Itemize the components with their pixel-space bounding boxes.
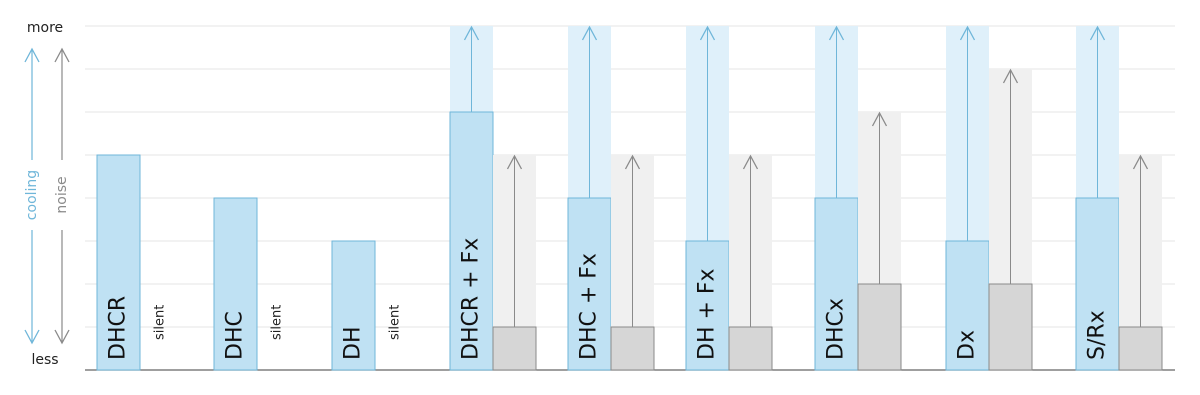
arrow-head [1089, 25, 1106, 41]
axis-label-bg [54, 160, 70, 230]
axis-label: noise [54, 176, 70, 213]
axis-arrow-head [54, 329, 70, 345]
y-tick-label: more [27, 20, 63, 36]
noise-bar [857, 283, 902, 371]
arrow-head [742, 154, 759, 170]
axis-arrow-head [24, 329, 40, 345]
arrow-head [871, 111, 888, 127]
category-label: DH [341, 327, 366, 360]
axis-arrow-head [54, 47, 70, 63]
noise-label: silent [388, 305, 403, 340]
arrow-head [506, 154, 523, 170]
category-label: S/Rx [1085, 310, 1110, 360]
cooling-bar [331, 240, 376, 371]
noise-bar [492, 326, 537, 371]
category-label: DH + Fx [695, 268, 720, 360]
category-label: DHC [223, 311, 248, 360]
noise-bar [988, 283, 1033, 371]
category-label: DHCx [824, 298, 849, 360]
noise-bar [1118, 326, 1163, 371]
cooling-bar [96, 154, 141, 371]
noise-label: silent [270, 305, 285, 340]
cooling-bar [945, 240, 990, 371]
cooling-bar [685, 240, 730, 371]
arrow-head [463, 25, 480, 41]
arrow-head [699, 25, 716, 41]
axis-arrow-head [24, 47, 40, 63]
category-label: Dx [955, 330, 980, 360]
cooling-bar [567, 197, 612, 371]
category-label: DHC + Fx [577, 253, 602, 360]
cooling-bar [1075, 197, 1120, 371]
arrow-head [828, 25, 845, 41]
cooling-bar [814, 197, 859, 371]
arrow-head [1132, 154, 1149, 170]
cooling-bar [449, 111, 494, 371]
arrow-head [581, 25, 598, 41]
arrow-head [624, 154, 641, 170]
category-label: DHCR + Fx [459, 238, 484, 360]
axis-label: cooling [24, 170, 40, 220]
category-label: DHCR [106, 296, 131, 360]
noise-label: silent [153, 305, 168, 340]
y-tick-label: less [31, 352, 58, 368]
arrow-head [1002, 68, 1019, 84]
axis-label-bg [24, 160, 40, 230]
noise-bar [610, 326, 655, 371]
cooling-bar [213, 197, 258, 371]
arrow-head [959, 25, 976, 41]
noise-bar [728, 326, 773, 371]
